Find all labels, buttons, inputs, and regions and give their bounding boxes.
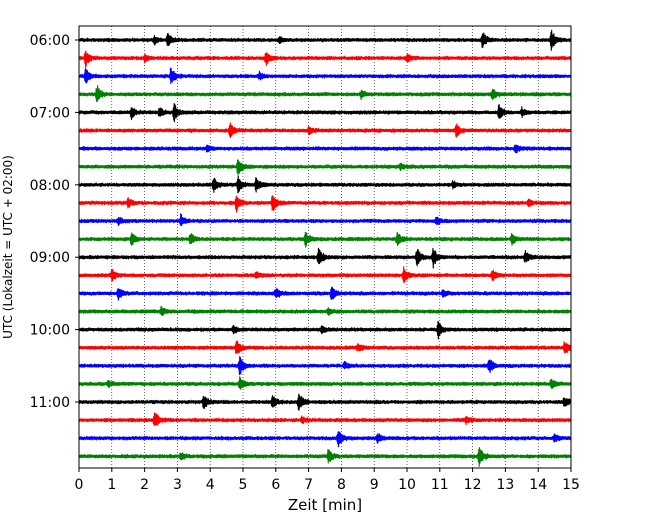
- trace-row-16: [78, 320, 572, 340]
- trace-row-4: [78, 103, 572, 123]
- x-tick-label-14: 14: [529, 477, 547, 493]
- y-tick-label-3: 09:00: [30, 250, 70, 266]
- trace-row-8: [78, 175, 572, 194]
- y-axis-label: UTC (Lokalzeit = UTC + 02:00): [1, 155, 15, 339]
- y-tick-label-1: 07:00: [30, 105, 70, 121]
- x-tick-label-4: 4: [206, 477, 215, 493]
- x-tick-label-13: 13: [496, 477, 514, 493]
- trace-row-21: [78, 412, 572, 426]
- trace-row-2: [78, 67, 572, 85]
- x-tick-label-5: 5: [239, 477, 248, 493]
- trace-row-3: [78, 85, 572, 103]
- y-tick-label-5: 11:00: [30, 395, 70, 411]
- trace-row-1: [78, 50, 572, 69]
- trace-row-18: [78, 355, 572, 376]
- x-tick-label-2: 2: [140, 477, 149, 493]
- trace-row-20: [78, 393, 572, 411]
- trace-row-13: [78, 266, 572, 284]
- trace-row-22: [78, 431, 572, 448]
- trace-row-19: [78, 376, 572, 390]
- trace-row-12: [78, 247, 572, 269]
- x-tick-label-7: 7: [304, 477, 313, 493]
- x-tick-label-12: 12: [464, 477, 482, 493]
- x-tick-label-6: 6: [271, 477, 280, 493]
- x-tick-label-1: 1: [107, 477, 116, 493]
- trace-row-11: [78, 231, 572, 248]
- x-axis-label: Zeit [min]: [288, 496, 362, 514]
- trace-row-15: [78, 306, 572, 317]
- x-tick-label-10: 10: [398, 477, 416, 493]
- plot-frame: [78, 25, 572, 469]
- trace-row-14: [78, 286, 572, 301]
- x-tick-label-8: 8: [337, 477, 346, 493]
- trace-row-17: [78, 340, 572, 354]
- x-tick-label-0: 0: [75, 477, 84, 493]
- trace-row-7: [78, 159, 572, 176]
- y-ticks: 06:00 07:00 08:00 09:00 10:00 11:00: [30, 33, 79, 411]
- x-tick-label-11: 11: [431, 477, 449, 493]
- y-tick-label-2: 08:00: [30, 178, 70, 194]
- x-ticks: 0 1 2 3 4 5 6 7 8 9 10 11 12 13 14 15: [75, 468, 580, 493]
- trace-row-9: [78, 195, 572, 213]
- trace-row-10: [78, 213, 572, 227]
- trace-row-23: [78, 447, 572, 467]
- x-tick-label-3: 3: [173, 477, 182, 493]
- x-tick-label-15: 15: [562, 477, 580, 493]
- y-tick-label-0: 06:00: [30, 33, 70, 49]
- trace-row-0: [78, 29, 572, 51]
- x-tick-label-9: 9: [370, 477, 379, 493]
- trace-row-5: [78, 122, 572, 139]
- trace-row-6: [78, 144, 572, 154]
- series-layer: [78, 29, 572, 467]
- y-tick-label-4: 10:00: [30, 323, 70, 339]
